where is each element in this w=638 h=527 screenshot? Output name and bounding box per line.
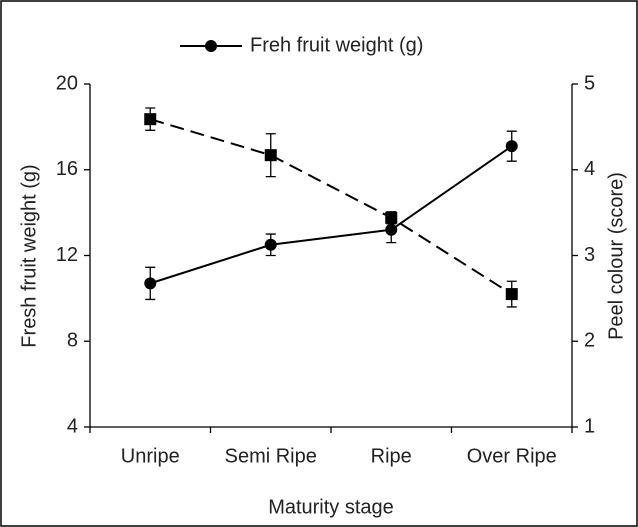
y-tick-label: 8: [67, 330, 78, 352]
legend-label: Freh fruit weight (g): [250, 34, 423, 56]
y-tick-label: 16: [56, 158, 78, 180]
y-axis-label: Fresh fruit weight (g): [18, 164, 40, 347]
legend-marker: [205, 40, 217, 52]
x-axis-label: Maturity stage: [268, 496, 394, 518]
y2-tick-label: 1: [584, 415, 595, 437]
y-tick-label: 4: [67, 415, 78, 437]
x-tick-label: Over Ripe: [467, 445, 557, 467]
y2-axis-label: Peel colour (score): [605, 172, 627, 340]
marker: [505, 140, 518, 153]
x-tick-label: Ripe: [371, 445, 412, 467]
x-tick-label: Unripe: [121, 445, 180, 467]
marker: [505, 288, 518, 301]
y-tick-label: 12: [56, 244, 78, 266]
y2-tick-label: 4: [584, 158, 595, 180]
series-line: [149, 118, 513, 295]
marker: [144, 113, 157, 126]
y2-tick-label: 3: [584, 244, 595, 266]
y-tick-label: 20: [56, 72, 78, 94]
y2-tick-label: 2: [584, 330, 595, 352]
marker: [264, 149, 277, 162]
marker: [264, 238, 277, 251]
marker: [385, 211, 398, 224]
marker: [385, 223, 398, 236]
y2-tick-label: 5: [584, 72, 595, 94]
series-line: [149, 145, 513, 285]
marker: [144, 277, 157, 290]
x-tick-label: Semi Ripe: [225, 445, 317, 467]
